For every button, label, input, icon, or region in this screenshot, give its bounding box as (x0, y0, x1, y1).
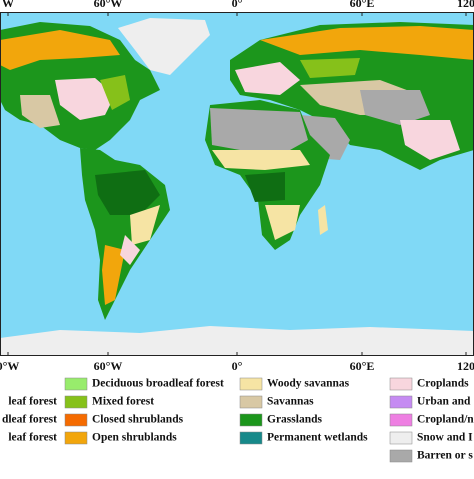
bottom-axis-label: 60°E (350, 359, 375, 373)
legend-swatch (239, 413, 263, 427)
legend-label: Urban and (417, 396, 471, 408)
legend-swatch (64, 413, 88, 427)
bottom-axis-label: 0°W (0, 359, 19, 373)
legend-label: Grasslands (267, 414, 322, 426)
legend-label: Closed shrublands (92, 414, 184, 426)
bottom-axis-label: 60°W (94, 359, 123, 373)
top-axis-label: W (2, 0, 14, 10)
legend-label: Barren or s (417, 450, 473, 462)
legend-swatch (239, 431, 263, 445)
legend-label: Woody savannas (267, 378, 350, 390)
legend-swatch (389, 395, 413, 409)
legend-label: leaf forest (8, 396, 57, 408)
legend-label: Savannas (267, 396, 314, 408)
legend-swatch (389, 449, 413, 463)
legend-swatch (64, 377, 88, 391)
top-axis-label: 60°W (94, 0, 123, 10)
legend-swatch (389, 413, 413, 427)
top-axis-label: 120 (457, 0, 474, 10)
legend-label: Open shrublands (92, 432, 177, 444)
bottom-axis-label: 120 (457, 359, 474, 373)
legend-swatch (64, 431, 88, 445)
legend-swatch (389, 377, 413, 391)
legend-swatch (389, 431, 413, 445)
legend-label: dleaf forest (2, 414, 57, 426)
top-axis-label: 60°E (350, 0, 375, 10)
legend-label: Permanent wetlands (267, 432, 368, 444)
legend-label: Cropland/n (417, 414, 474, 426)
legend-label: Snow and I (417, 432, 473, 444)
bottom-axis-label: 0° (232, 359, 243, 373)
legend-swatch (239, 395, 263, 409)
legend-label: Mixed forest (92, 396, 154, 408)
legend-swatch (239, 377, 263, 391)
legend-label: leaf forest (8, 432, 57, 444)
land (0, 18, 474, 356)
legend-swatch (64, 395, 88, 409)
top-axis-label: 0° (232, 0, 243, 10)
legend-label: Deciduous broadleaf forest (92, 378, 224, 390)
legend-label: Croplands (417, 378, 469, 390)
